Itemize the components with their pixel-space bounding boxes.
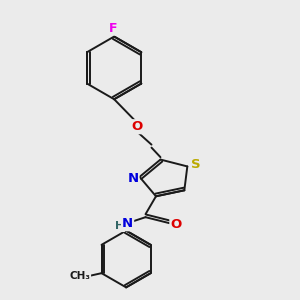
Text: O: O	[131, 120, 142, 133]
Text: F: F	[108, 22, 117, 35]
Text: N: N	[122, 217, 133, 230]
Text: S: S	[191, 158, 200, 171]
Text: O: O	[170, 218, 182, 231]
Text: CH₃: CH₃	[69, 271, 90, 281]
Text: H: H	[115, 221, 124, 231]
Text: N: N	[128, 172, 139, 185]
